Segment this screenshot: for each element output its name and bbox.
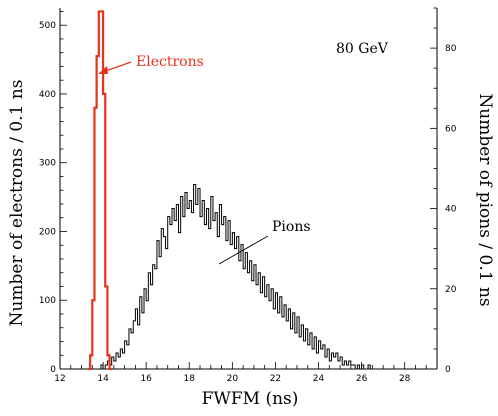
pions-bin [347,365,349,369]
pions-bin [247,273,249,369]
pions-bin [146,301,148,369]
pions-bin [142,313,144,369]
pions-bin [303,341,305,369]
pions-bin [200,217,202,369]
x-tick-label: 24 [313,374,325,384]
pions-bin [166,249,168,369]
pions-bin [191,213,193,369]
pions-bin [334,357,336,369]
y-tick-label-right: 60 [445,124,457,134]
pions-bin [155,269,157,369]
pions-bin [170,225,172,369]
pions-bin [189,201,191,369]
pions-series [100,183,373,370]
y-tick-label-right: 80 [445,44,457,54]
axes-frame [59,8,438,370]
y-tick-label-left: 0 [50,365,56,375]
pions-bin [163,237,165,369]
pions-bin [187,209,189,369]
pions-bin [265,297,267,369]
y-tick-label-left: 100 [39,296,56,306]
pions-bin [278,313,280,369]
y-axis-title-left: Number of electrons / 0.1 ns [7,80,27,327]
pions-annotation: Pions [272,219,311,235]
pions-bin [196,205,198,369]
pions-bin [174,221,176,369]
pions-bin [321,349,323,369]
y-tick-label-left: 200 [39,227,56,237]
pions-bin [295,333,297,369]
pions-bin [204,225,206,369]
y-tick-label-left: 400 [39,90,56,100]
x-tick-label: 14 [97,374,109,384]
y-tick-label-left: 500 [39,21,56,31]
pions-bin [286,321,288,369]
electrons-arrow [98,61,132,74]
pions-bin [299,337,301,369]
y-tick-label-right: 20 [445,285,457,295]
pions-bin [138,325,140,369]
x-tick-label: 28 [399,374,411,384]
pions-bin [118,357,120,369]
pions-bin [172,209,174,369]
energy-label: 80 GeV [336,41,389,57]
electrons-bin [99,11,101,369]
pions-histogram-line [100,183,373,370]
pions-pointer-line [218,235,269,265]
x-tick-label: 18 [184,374,196,384]
pions-bin [209,229,211,369]
pions-bin [260,293,262,369]
pions-bin [234,249,236,369]
pions-bin [131,333,133,369]
pions-bin [213,221,215,369]
y-tick-label-right: 40 [445,205,457,215]
pions-bin [325,357,327,369]
x-tick-label: 16 [140,374,152,384]
pions-bin [291,329,293,369]
pions-bin [232,233,234,369]
pions-bin [183,217,185,369]
electrons-histogram-line [88,10,112,371]
pions-bin [127,345,129,369]
x-axis-title: FWFM (ns) [202,389,299,409]
pions-bin [312,349,314,369]
pions-bin [239,261,241,369]
y-axis-title-right: Number of pions / 0.1 ns [475,93,495,306]
y-tick-label-right: 0 [445,365,451,375]
pions-bin [273,309,275,369]
pions-bin [256,285,258,369]
pions-bin [150,285,152,369]
tick-marks: 12 14 16 18 20 22 24 26 28 0 100 200 300 400 500 0 20 40 6… [39,7,457,384]
pions-bin [269,301,271,369]
pions-bin [206,209,208,369]
pions-bin [252,281,254,369]
x-tick-label: 22 [270,374,281,384]
x-tick-label: 12 [54,374,65,384]
pions-bin [243,269,245,369]
x-tick-label: 20 [227,374,239,384]
electrons-annotation: Electrons [136,54,204,70]
pions-bin [217,237,219,369]
pions-bin [159,257,161,369]
pions-bin [222,225,224,369]
y-tick-label-left: 300 [39,159,56,169]
pions-bin [178,233,180,369]
pions-bin [282,317,284,369]
pions-bin [230,245,232,369]
pions-bin [202,201,204,369]
pions-bin [185,193,187,369]
x-tick-label: 26 [356,374,368,384]
pions-bin [342,365,344,369]
electrons-series [88,10,112,371]
